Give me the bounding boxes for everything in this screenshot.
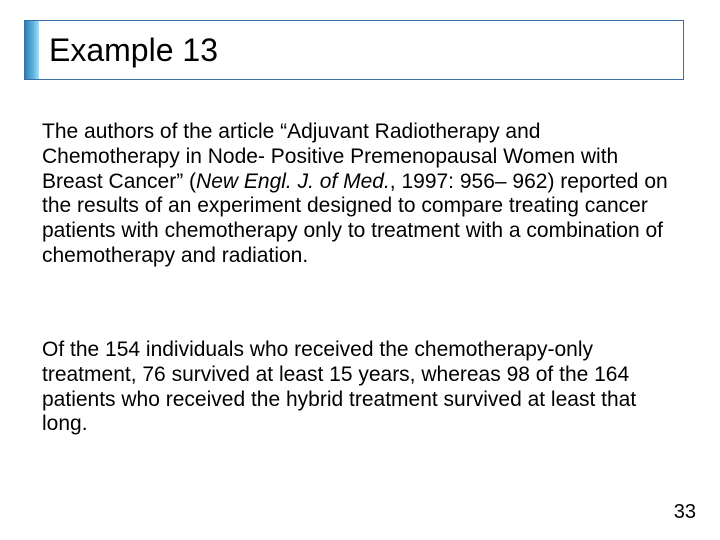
paragraph-1: The authors of the article “Adjuvant Rad… [42,120,678,269]
page-number: 33 [674,501,696,524]
title-accent-bar [25,21,39,79]
title-box: Example 13 [24,20,684,80]
slide: Example 13 The authors of the article “A… [0,0,720,540]
para1-italic-journal: New Engl. J. of Med. [196,170,390,193]
slide-title: Example 13 [39,21,683,79]
paragraph-2: Of the 154 individuals who received the … [42,338,678,437]
